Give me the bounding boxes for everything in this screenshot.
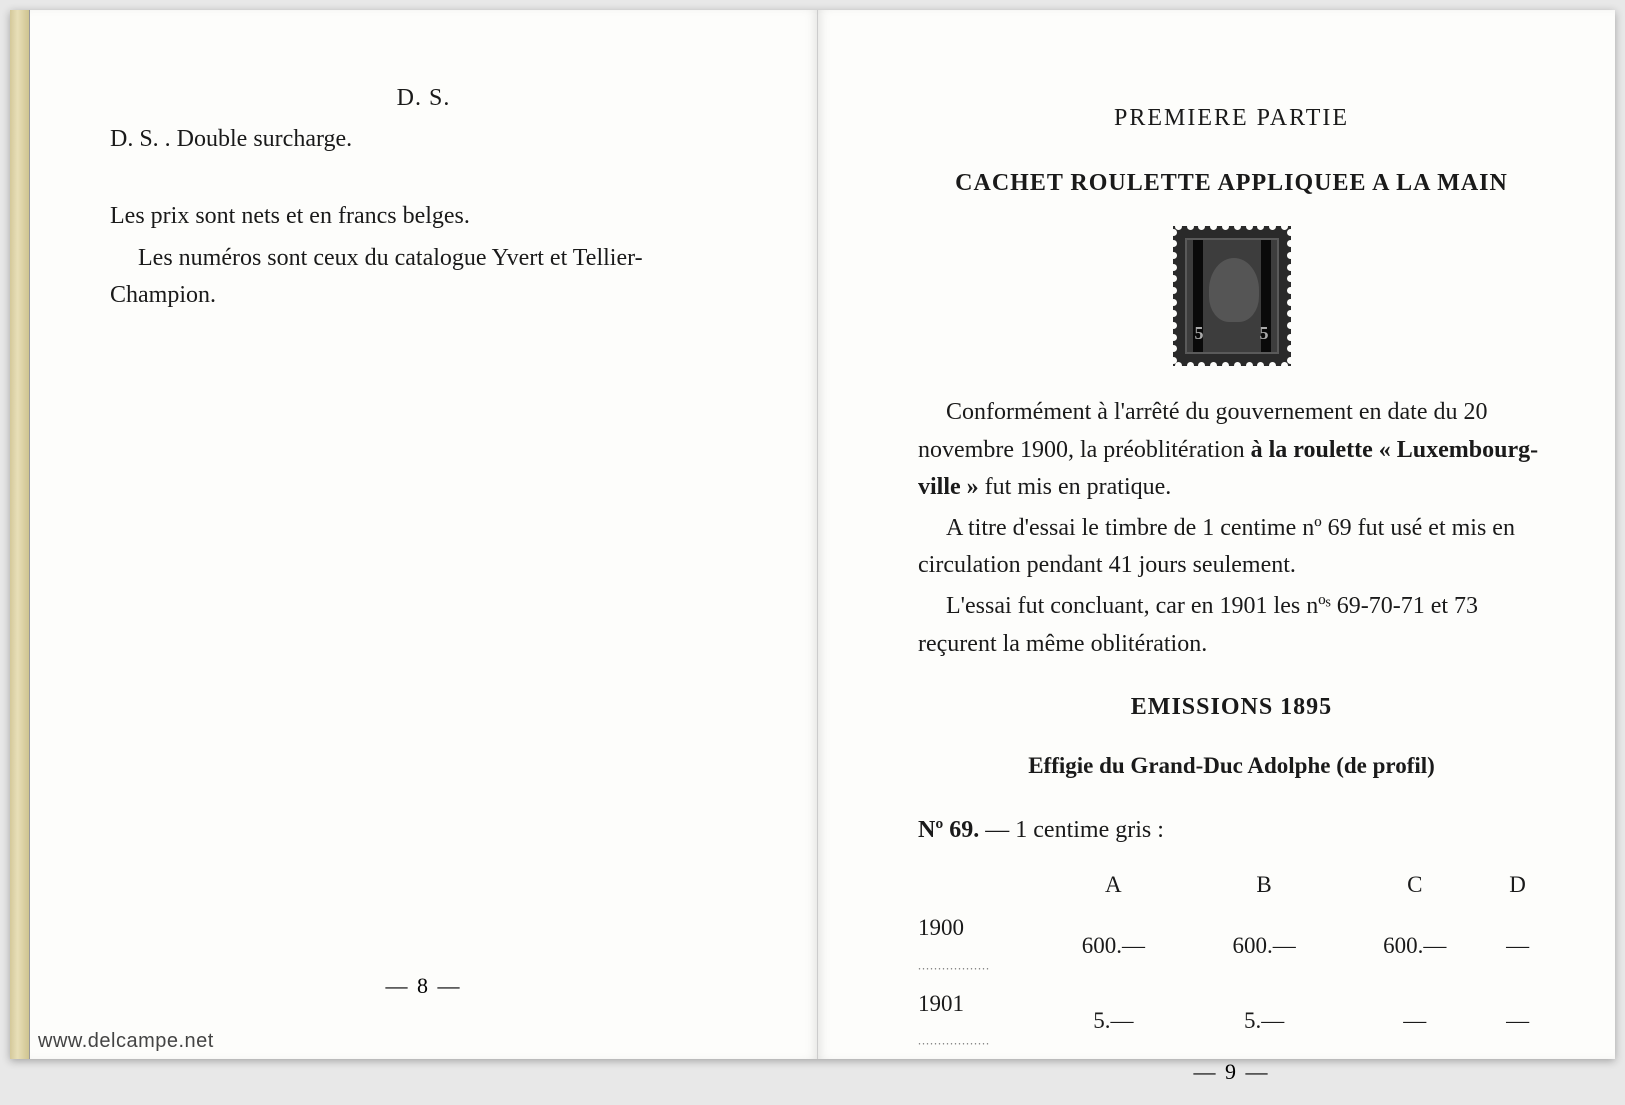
col-c: C [1339, 867, 1490, 909]
col-b: B [1189, 867, 1340, 909]
abbrev-header: D. S. [110, 80, 737, 117]
cell-year: 1900 .................. [918, 908, 1038, 983]
catalog-desc: — 1 centime gris : [979, 817, 1164, 843]
catalog-number: Nº 69. [918, 817, 979, 843]
price-table: A B C D 1900 .................. 600.— 60… [918, 867, 1545, 1059]
leader-dots: .................. [918, 1034, 990, 1048]
cell-c: — [1339, 984, 1490, 1059]
stamp-illustration: 5 5 [918, 226, 1545, 366]
paragraph-1: Conformément à l'arrêté du gouvernement … [918, 394, 1545, 506]
table-header-row: A B C D [918, 867, 1545, 909]
page-left: D. S. D. S. . Double surcharge. Les prix… [30, 10, 818, 1059]
table-row: 1900 .................. 600.— 600.— 600.… [918, 908, 1545, 983]
stamp-inner: 5 5 [1185, 238, 1279, 354]
para1-post: fut mis en pratique. [979, 474, 1172, 500]
cell-a: 5.— [1038, 984, 1189, 1059]
paragraph-2: A titre d'essai le timbre de 1 centime n… [918, 510, 1545, 584]
cell-b: 5.— [1189, 984, 1340, 1059]
part-title: PREMIERE PARTIE [918, 100, 1545, 137]
abbrev-definition: D. S. . Double surcharge. [110, 121, 737, 158]
cell-year: 1901 .................. [918, 984, 1038, 1059]
page-right: PREMIERE PARTIE CACHET ROULETTE APPLIQUE… [818, 10, 1615, 1059]
book-spine [10, 10, 30, 1059]
col-d: D [1490, 867, 1545, 909]
stamp-image: 5 5 [1173, 226, 1291, 366]
duke-profile [1209, 258, 1259, 322]
page-number-right: — 9 — [918, 1059, 1545, 1105]
section-title: CACHET ROULETTE APPLIQUEE A LA MAIN [918, 165, 1545, 202]
page-number-left: — 8 — [110, 973, 737, 1019]
watermark: www.delcampe.net [38, 1030, 214, 1053]
catalog-entry: Nº 69. — 1 centime gris : [918, 812, 1545, 849]
stamp-value-left: 5 [1195, 320, 1204, 348]
table-row: 1901 .................. 5.— 5.— — — [918, 984, 1545, 1059]
col-a: A [1038, 867, 1189, 909]
effigy-subtitle: Effigie du Grand-Duc Adolphe (de profil) [918, 748, 1545, 784]
paragraph-3: L'essai fut concluant, car en 1901 les n… [918, 588, 1545, 662]
catalog-note: Les numéros sont ceux du catalogue Yvert… [110, 240, 737, 314]
stamp-value-right: 5 [1260, 320, 1269, 348]
book-spread: D. S. D. S. . Double surcharge. Les prix… [10, 10, 1615, 1059]
cell-b: 600.— [1189, 908, 1340, 983]
cell-d: — [1490, 908, 1545, 983]
emissions-title: EMISSIONS 1895 [918, 689, 1545, 726]
right-content: PREMIERE PARTIE CACHET ROULETTE APPLIQUE… [918, 80, 1545, 1059]
col-year [918, 867, 1038, 909]
cell-c: 600.— [1339, 908, 1490, 983]
cell-a: 600.— [1038, 908, 1189, 983]
leader-dots: .................. [918, 958, 990, 972]
left-content: D. S. D. S. . Double surcharge. Les prix… [110, 80, 737, 973]
price-note: Les prix sont nets et en francs belges. [110, 198, 737, 235]
cell-d: — [1490, 984, 1545, 1059]
